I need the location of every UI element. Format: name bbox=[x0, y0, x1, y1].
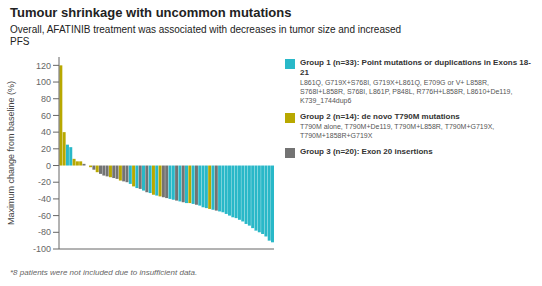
svg-text:40: 40 bbox=[41, 127, 51, 137]
svg-text:0: 0 bbox=[46, 161, 51, 171]
svg-text:-60: -60 bbox=[38, 211, 51, 221]
html-text:*8 patients were not included: *8 patients were not included due to ins… bbox=[10, 268, 198, 277]
svg-text:80: 80 bbox=[41, 94, 51, 104]
html-text:Group 1 (n=33): Point mutation: Group 1 (n=33): Point mutations or dupli… bbox=[300, 58, 531, 77]
html-text:Overall, AFATINIB treatment wa: Overall, AFATINIB treatment was associat… bbox=[10, 24, 402, 47]
svg-text:-40: -40 bbox=[38, 194, 51, 204]
html-text:K739_1744dup6: K739_1744dup6 bbox=[300, 97, 352, 104]
svg-text:100: 100 bbox=[36, 77, 51, 87]
svg-text:-20: -20 bbox=[38, 177, 51, 187]
svg-text:20: 20 bbox=[41, 144, 51, 154]
svg-text:60: 60 bbox=[41, 111, 51, 121]
svg-text:120: 120 bbox=[36, 61, 51, 71]
html-text:T790M alone, T790M+De119, T790: T790M alone, T790M+De119, T790M+L858R, T… bbox=[300, 123, 495, 130]
html-text:L861Q, G719X+S768I, G719X+L861: L861Q, G719X+S768I, G719X+L861Q, E709G o… bbox=[300, 79, 489, 86]
svg-text:Maximum change from baseline (: Maximum change from baseline (%) bbox=[8, 81, 16, 225]
html-text:Group 2 (n=14): de novo T790M: Group 2 (n=14): de novo T790M mutations bbox=[300, 112, 460, 121]
html-text:Tumour shrinkage with uncommon: Tumour shrinkage with uncommon mutations bbox=[10, 5, 292, 20]
html-text:S768I+L858R, S768I, L861P, P84: S768I+L858R, S768I, L861P, P848L, R776H+… bbox=[300, 88, 513, 95]
html-text:T790M+1858R+G719X: T790M+1858R+G719X bbox=[300, 132, 373, 139]
html-text:Group 3 (n=20): Exon 20 insert: Group 3 (n=20): Exon 20 insertions bbox=[300, 147, 433, 156]
svg-text:-80: -80 bbox=[38, 227, 51, 237]
svg-text:-100: -100 bbox=[33, 244, 51, 254]
